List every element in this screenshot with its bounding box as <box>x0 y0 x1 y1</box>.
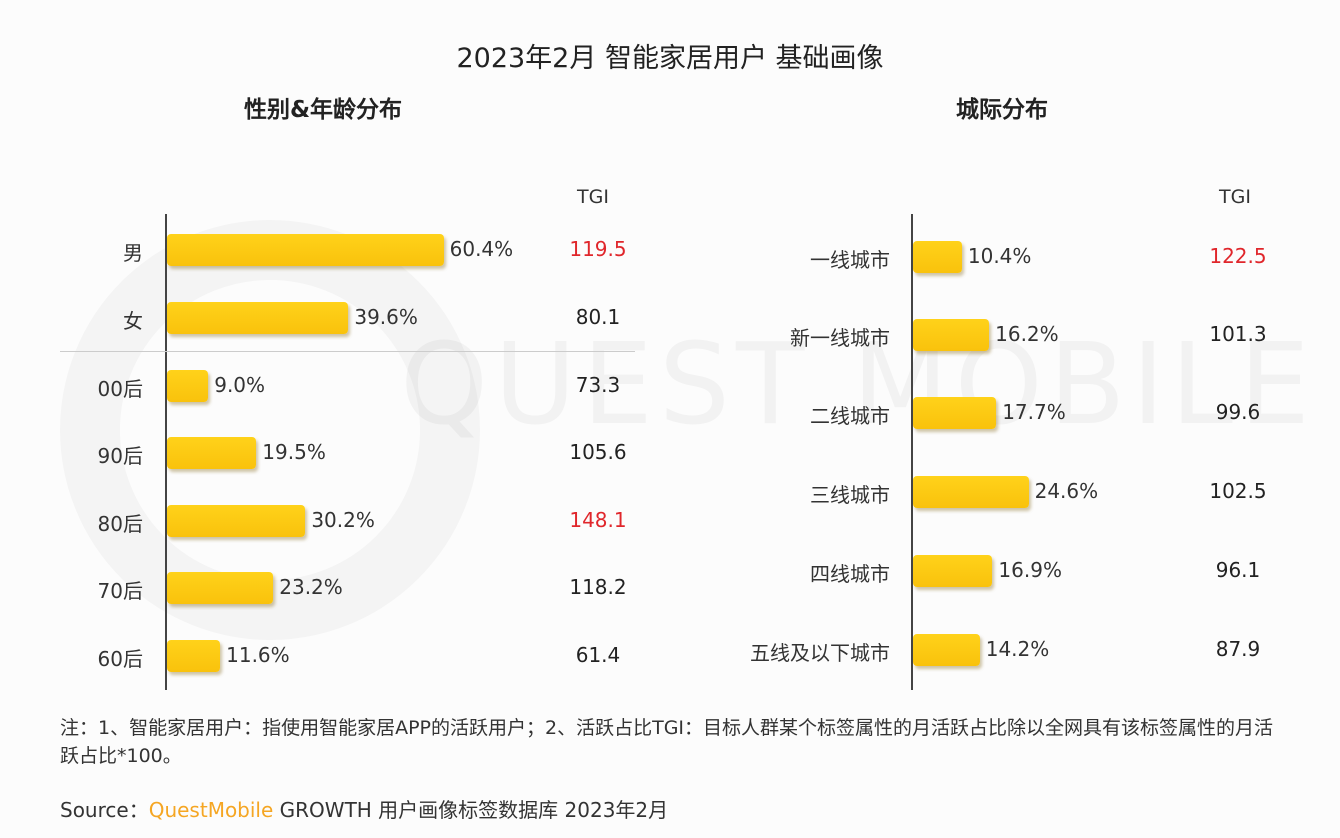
bar <box>167 640 221 672</box>
bar <box>167 370 209 402</box>
gender-age-divider <box>60 351 635 352</box>
bar <box>167 234 444 266</box>
category-label: 男 <box>123 241 143 265</box>
tgi-value: 80.1 <box>575 305 621 329</box>
bar <box>913 634 980 666</box>
category-label: 四线城市 <box>810 562 890 586</box>
source-line: Source：QuestMobile GROWTH 用户画像标签数据库 2023… <box>60 794 668 823</box>
value-label: 39.6% <box>354 305 418 329</box>
footnote: 注：1、智能家居用户：指使用智能家居APP的活跃用户；2、活跃占比TGI：目标人… <box>60 717 1274 767</box>
right-tgi-header: TGI <box>1219 186 1251 208</box>
category-label: 三线城市 <box>810 483 890 507</box>
bar <box>913 319 990 351</box>
left-axis <box>165 214 167 690</box>
category-label: 90后 <box>97 444 143 468</box>
tgi-value: 101.3 <box>1209 322 1267 346</box>
tgi-value: 61.4 <box>575 643 621 667</box>
tgi-value: 99.6 <box>1215 400 1261 424</box>
bar <box>167 437 257 469</box>
page-title: 2023年2月 智能家居用户 基础画像 <box>456 43 884 74</box>
value-label: 30.2% <box>311 508 375 532</box>
source-brand: QuestMobile <box>148 798 274 822</box>
category-label: 一线城市 <box>810 248 890 272</box>
right-chart-title: 城际分布 <box>956 97 1048 123</box>
bar <box>913 555 993 587</box>
value-label: 60.4% <box>449 237 514 261</box>
source-label: Source： <box>60 798 149 822</box>
value-label: 19.5% <box>262 440 326 464</box>
value-label: 14.2% <box>985 637 1050 661</box>
tgi-value: 119.5 <box>569 237 627 261</box>
tgi-value: 105.6 <box>569 440 627 464</box>
value-label: 23.2% <box>279 575 343 599</box>
category-label: 女 <box>123 309 143 333</box>
tgi-value: 96.1 <box>1215 558 1261 582</box>
value-label: 24.6% <box>1034 479 1099 503</box>
category-label: 60后 <box>97 647 143 671</box>
tgi-value: 102.5 <box>1209 479 1267 503</box>
value-label: 10.4% <box>967 244 1032 268</box>
right-axis <box>911 214 913 690</box>
bar <box>913 397 997 429</box>
left-tgi-header: TGI <box>577 186 609 208</box>
tgi-value: 148.1 <box>569 508 627 532</box>
value-label: 17.7% <box>1002 400 1066 424</box>
category-label: 00后 <box>97 377 143 401</box>
tgi-value: 73.3 <box>575 373 621 397</box>
bar <box>913 476 1029 508</box>
value-label: 9.0% <box>214 373 266 397</box>
source-text: GROWTH 用户画像标签数据库 2023年2月 <box>273 798 669 822</box>
category-label: 五线及以下城市 <box>750 641 890 665</box>
bar <box>913 241 962 273</box>
category-label: 二线城市 <box>810 404 890 428</box>
tgi-value: 87.9 <box>1215 637 1261 661</box>
bar <box>167 302 349 334</box>
bar <box>167 505 306 537</box>
tgi-value: 118.2 <box>569 575 627 599</box>
left-chart-title: 性别&年龄分布 <box>244 97 403 123</box>
category-label: 70后 <box>97 579 143 603</box>
value-label: 16.9% <box>998 558 1062 582</box>
tgi-value: 122.5 <box>1209 244 1267 268</box>
category-label: 80后 <box>97 512 143 536</box>
category-label: 新一线城市 <box>790 326 890 350</box>
value-label: 11.6% <box>226 643 290 667</box>
bar <box>167 572 274 604</box>
value-label: 16.2% <box>995 322 1059 346</box>
